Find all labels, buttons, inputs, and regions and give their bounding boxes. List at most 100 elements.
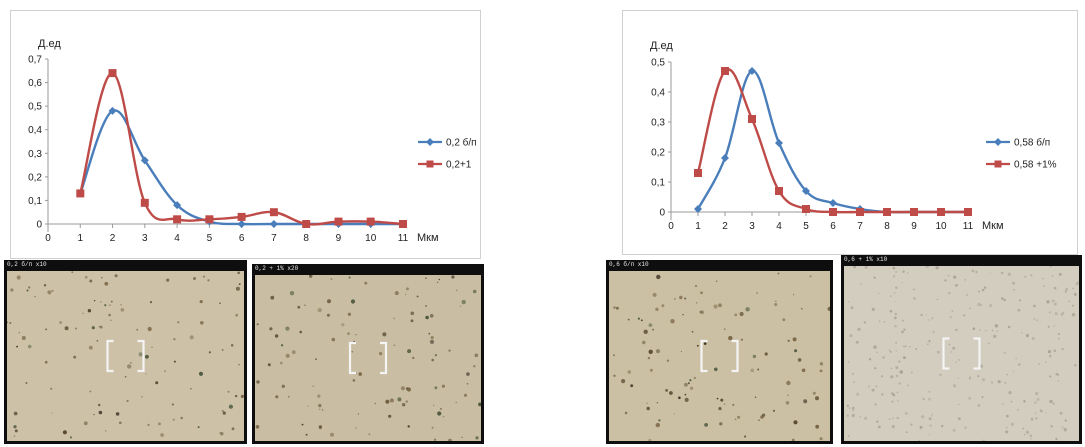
micrograph-particle <box>704 423 708 427</box>
micrograph-particle <box>700 291 703 294</box>
micrograph-particle <box>100 301 102 303</box>
micrograph-particle <box>1074 364 1077 367</box>
micrograph-particle <box>180 416 183 420</box>
micrograph-particle <box>463 393 468 397</box>
chart-1-series-2-point <box>108 69 117 78</box>
micrograph-particle <box>1023 400 1026 403</box>
micrograph-particle <box>1018 363 1021 366</box>
micrograph-particle <box>1053 349 1057 352</box>
micrograph-particle <box>47 290 52 295</box>
micrograph-particle <box>341 323 345 327</box>
micrograph-particle <box>1049 399 1053 404</box>
micrograph-particle <box>388 414 392 418</box>
micrograph-particle <box>968 396 971 400</box>
micrograph-particle <box>720 398 724 402</box>
micrograph-particle <box>73 355 77 359</box>
micrograph-particle <box>1068 300 1071 303</box>
micrograph-particle <box>772 409 776 412</box>
micrograph-particle <box>1061 426 1064 429</box>
chart-1-x-tick-label: 5 <box>207 233 213 244</box>
micrograph-particle <box>1004 381 1007 384</box>
micrograph-particle <box>425 315 429 320</box>
micrograph-particle <box>1049 375 1052 378</box>
micrograph-particle <box>1035 417 1038 420</box>
chart-2-series-1-point <box>694 205 702 213</box>
micrograph-particle <box>819 437 823 441</box>
micrograph-particle <box>158 422 161 426</box>
micrograph-particle <box>895 366 899 369</box>
micrograph-particle <box>728 335 733 341</box>
micrograph-particle <box>18 331 20 334</box>
micrograph-particle <box>1018 299 1022 302</box>
micrograph-particle <box>695 302 698 304</box>
micrograph-particle <box>1050 425 1053 428</box>
micrograph-particle <box>985 330 987 332</box>
micrograph-particle <box>368 433 371 436</box>
micrograph-particle <box>14 429 18 433</box>
micrograph-particle <box>410 311 415 316</box>
micrograph-particle <box>716 397 719 400</box>
chart-2-x-tick-label: 10 <box>935 221 947 232</box>
chart-2-x-axis-label: Мкм <box>982 220 1004 232</box>
micrograph-particle <box>655 422 660 428</box>
micrograph-particle <box>723 328 726 330</box>
micrograph-particle <box>969 376 971 378</box>
micrograph-particle <box>166 278 170 282</box>
micrograph-particle <box>1045 361 1047 363</box>
micrograph-particle <box>238 363 240 366</box>
micrograph-particle <box>1048 354 1052 358</box>
micrograph-particle <box>966 293 968 296</box>
micrograph-particle <box>890 367 893 370</box>
micrograph-particle <box>910 423 913 426</box>
micrograph-particle <box>613 306 616 309</box>
micrograph-particle <box>1048 311 1051 314</box>
chart-1-y-tick-label: 0,4 <box>28 125 42 136</box>
micrograph-particle <box>455 401 457 404</box>
micrograph-particle <box>405 293 407 296</box>
micrograph-particle <box>932 330 935 334</box>
micrograph-particle <box>110 319 112 322</box>
micrograph-particle <box>955 328 958 331</box>
micrograph-particle <box>687 382 690 385</box>
micrograph-particle <box>126 399 129 403</box>
chart-1-y-tick-label: 0,7 <box>28 55 42 66</box>
micrograph-particle <box>1005 430 1009 434</box>
micrograph-particle <box>787 394 789 396</box>
micrograph-particle <box>301 423 304 426</box>
micrograph-3-view <box>609 271 830 441</box>
micrograph-particle <box>752 354 757 359</box>
micrograph-particle <box>141 396 143 398</box>
micrograph-particle <box>87 309 92 313</box>
micrograph-particle <box>977 302 981 307</box>
micrograph-2: 0,2 + 1% x20 <box>252 264 484 444</box>
micrograph-particle <box>299 330 302 334</box>
micrograph-particle <box>1010 400 1013 403</box>
micrograph-particle <box>98 326 101 328</box>
micrograph-particle <box>864 266 868 269</box>
micrograph-particle <box>1000 297 1004 300</box>
chart-1-y-tick-label: 0,5 <box>28 102 42 113</box>
micrograph-particle <box>1054 312 1058 316</box>
micrograph-particle <box>902 319 904 322</box>
micrograph-particle <box>964 279 966 281</box>
micrograph-particle <box>1017 408 1020 411</box>
micrograph-particle <box>1039 409 1043 413</box>
micrograph-particle <box>1002 403 1004 405</box>
micrograph-particle <box>227 390 230 393</box>
chart-1-series-2-point <box>140 198 149 207</box>
micrograph-particle <box>883 321 886 323</box>
micrograph-particle <box>1035 391 1039 396</box>
chart-1-series-2-point <box>173 215 182 224</box>
micrograph-particle <box>1001 271 1004 275</box>
micrograph-particle <box>868 385 870 388</box>
micrograph-particle <box>330 278 333 280</box>
micrograph-particle <box>230 344 234 347</box>
chart-2-x-tick-label: 4 <box>776 221 782 232</box>
chart-2-y-tick-label: 0 <box>659 208 665 219</box>
chart-2-series-1-point <box>748 67 756 75</box>
micrograph-particle <box>857 327 861 331</box>
micrograph-particle <box>326 313 330 317</box>
micrograph-background <box>7 271 244 441</box>
micrograph-particle <box>1042 277 1044 280</box>
micrograph-particle <box>351 351 353 353</box>
